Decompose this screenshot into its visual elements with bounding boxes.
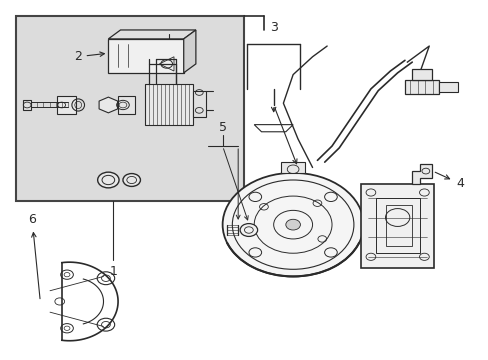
Polygon shape <box>183 30 196 73</box>
Text: 4: 4 <box>434 172 463 190</box>
Polygon shape <box>108 30 196 39</box>
Ellipse shape <box>98 172 119 188</box>
Text: 2: 2 <box>74 50 104 63</box>
Bar <box>404 80 438 94</box>
Bar <box>23 100 30 111</box>
Bar <box>144 84 193 125</box>
Polygon shape <box>411 164 431 184</box>
Bar <box>108 39 183 73</box>
Bar <box>438 82 458 93</box>
Bar <box>193 91 205 117</box>
Ellipse shape <box>240 224 257 237</box>
Ellipse shape <box>222 173 363 276</box>
Polygon shape <box>281 162 305 173</box>
Text: 5: 5 <box>218 121 226 134</box>
Bar <box>385 205 411 246</box>
Bar <box>375 198 419 253</box>
Ellipse shape <box>285 219 300 230</box>
Bar <box>16 16 244 202</box>
Bar <box>361 184 433 267</box>
Polygon shape <box>99 97 118 113</box>
Bar <box>411 69 431 80</box>
Ellipse shape <box>122 174 140 186</box>
Text: 6: 6 <box>28 213 40 299</box>
Bar <box>57 96 76 114</box>
Bar <box>118 96 135 114</box>
Text: 1: 1 <box>109 265 117 278</box>
Text: 3: 3 <box>269 21 277 33</box>
